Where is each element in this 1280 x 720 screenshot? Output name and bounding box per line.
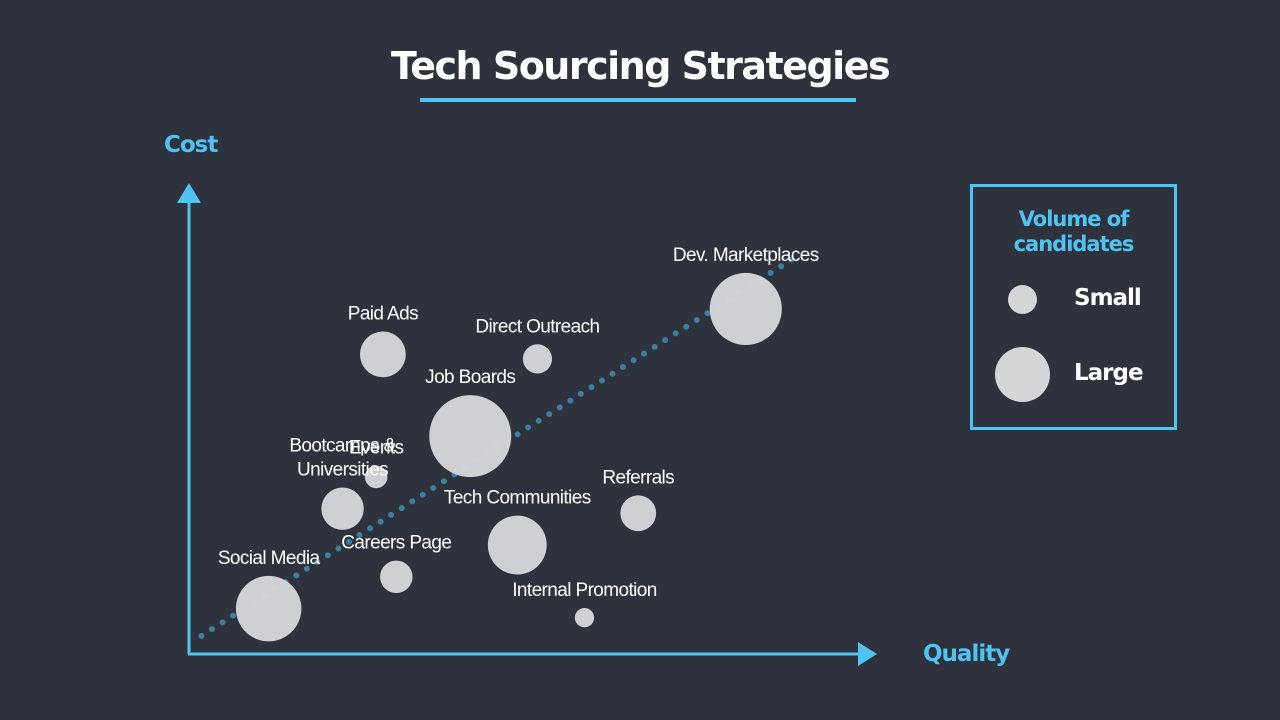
legend-small-label: Small <box>1074 285 1142 311</box>
point-label-line: Events <box>349 438 404 459</box>
bubble-point <box>364 465 388 489</box>
y-axis-title: Cost <box>164 132 218 158</box>
bubble-point <box>620 495 657 532</box>
point-label: Events <box>349 438 404 459</box>
point-label: Bootcamps & Universities <box>289 436 396 481</box>
bubble-point <box>574 608 595 628</box>
bubble-point <box>321 487 364 530</box>
legend-large-label: Large <box>1074 360 1144 386</box>
point-label: Direct Outreach <box>475 316 599 337</box>
point-label: Referrals <box>602 467 674 488</box>
bubble-group <box>235 272 782 642</box>
point-label-line: Tech Communities <box>444 488 591 509</box>
bubble-point <box>429 395 512 478</box>
point-label-line: Dev. Marketplaces <box>673 245 819 266</box>
point-label: Job Boards <box>425 367 515 388</box>
bubble-point <box>380 560 413 594</box>
legend-title-line2: candidates <box>1013 232 1135 256</box>
bubble-point <box>522 344 553 374</box>
bubble-point <box>487 515 547 575</box>
point-label: Social Media <box>218 548 321 569</box>
x-axis-arrow-icon <box>858 642 877 666</box>
legend-title-line1: Volume of <box>1018 207 1130 231</box>
point-label-line: Universities <box>297 460 388 481</box>
point-label-line: Social Media <box>218 548 321 569</box>
axes-group <box>177 183 877 666</box>
legend-small-bubble-icon <box>1008 285 1037 314</box>
point-label-line: Bootcamps & <box>289 436 396 457</box>
point-label: Tech Communities <box>444 488 591 509</box>
point-label-line: Job Boards <box>425 367 515 388</box>
point-label-line: Careers Page <box>341 533 451 554</box>
chart-title: Tech Sourcing Strategies <box>390 44 891 88</box>
bubble-point <box>360 331 406 378</box>
point-label: Careers Page <box>341 533 451 554</box>
bubble-point <box>235 575 302 642</box>
point-label-line: Paid Ads <box>348 304 418 325</box>
point-label: Paid Ads <box>348 304 418 325</box>
legend-title: Volume of candidates <box>973 207 1174 257</box>
point-label-line: Referrals <box>602 467 674 488</box>
point-label: Internal Promotion <box>512 580 656 601</box>
legend: Volume of candidates Small Large <box>970 184 1177 430</box>
x-axis-title: Quality <box>923 641 1010 667</box>
bubble-point <box>709 272 782 346</box>
label-group: Dev. Marketplaces Paid Ads Direct Outreach… <box>218 245 819 601</box>
point-label-line: Internal Promotion <box>512 580 656 601</box>
legend-large-bubble-icon <box>995 347 1050 402</box>
point-label-line: Direct Outreach <box>475 316 599 337</box>
y-axis-arrow-icon <box>177 183 201 203</box>
title-underline <box>420 98 856 102</box>
point-label: Dev. Marketplaces <box>673 245 819 266</box>
